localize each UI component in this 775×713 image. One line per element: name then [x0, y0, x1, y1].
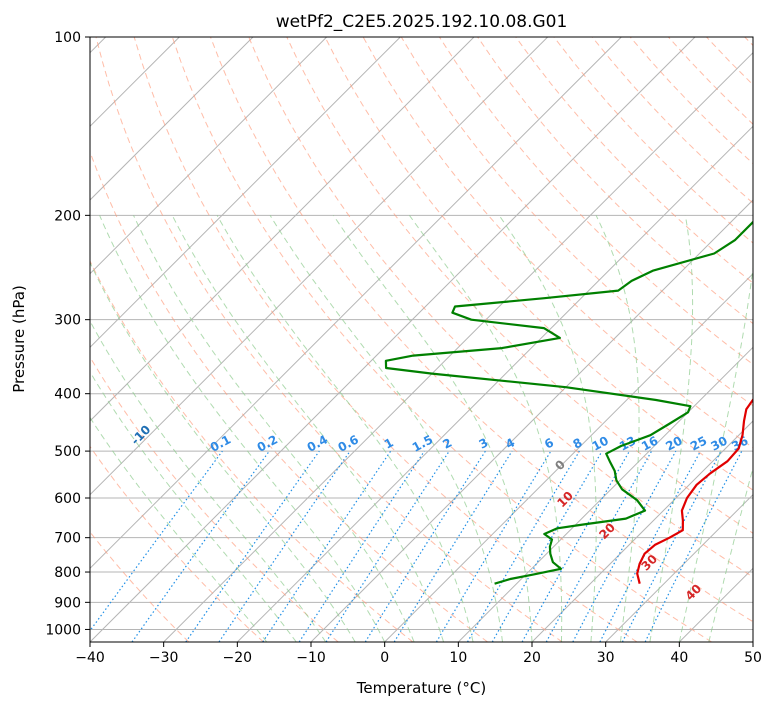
- x-tick-label: −20: [223, 650, 253, 666]
- x-tick-label: 20: [523, 650, 541, 666]
- y-tick-label: 800: [54, 565, 81, 581]
- y-tick-label: 600: [54, 491, 81, 507]
- y-tick-label: 700: [54, 531, 81, 547]
- chart-title: wetPf2_C2E5.2025.192.10.08.G01: [276, 12, 568, 32]
- y-tick-label: 1000: [45, 622, 81, 638]
- y-tick-label: 200: [54, 208, 81, 224]
- x-tick-label: −40: [75, 650, 105, 666]
- x-tick-label: 50: [744, 650, 762, 666]
- y-tick-label: 300: [54, 313, 81, 329]
- x-axis-label: Temperature (°C): [356, 679, 486, 697]
- x-tick-label: 40: [670, 650, 688, 666]
- y-axis-label: Pressure (hPa): [10, 285, 28, 393]
- x-tick-label: −10: [296, 650, 326, 666]
- x-tick-label: 0: [380, 650, 389, 666]
- y-tick-label: 900: [54, 595, 81, 611]
- x-tick-label: 10: [449, 650, 467, 666]
- y-tick-label: 500: [54, 444, 81, 460]
- x-tick-label: 30: [597, 650, 615, 666]
- x-tick-label: −30: [149, 650, 179, 666]
- y-tick-label: 400: [54, 387, 81, 403]
- y-tick-label: 100: [54, 30, 81, 46]
